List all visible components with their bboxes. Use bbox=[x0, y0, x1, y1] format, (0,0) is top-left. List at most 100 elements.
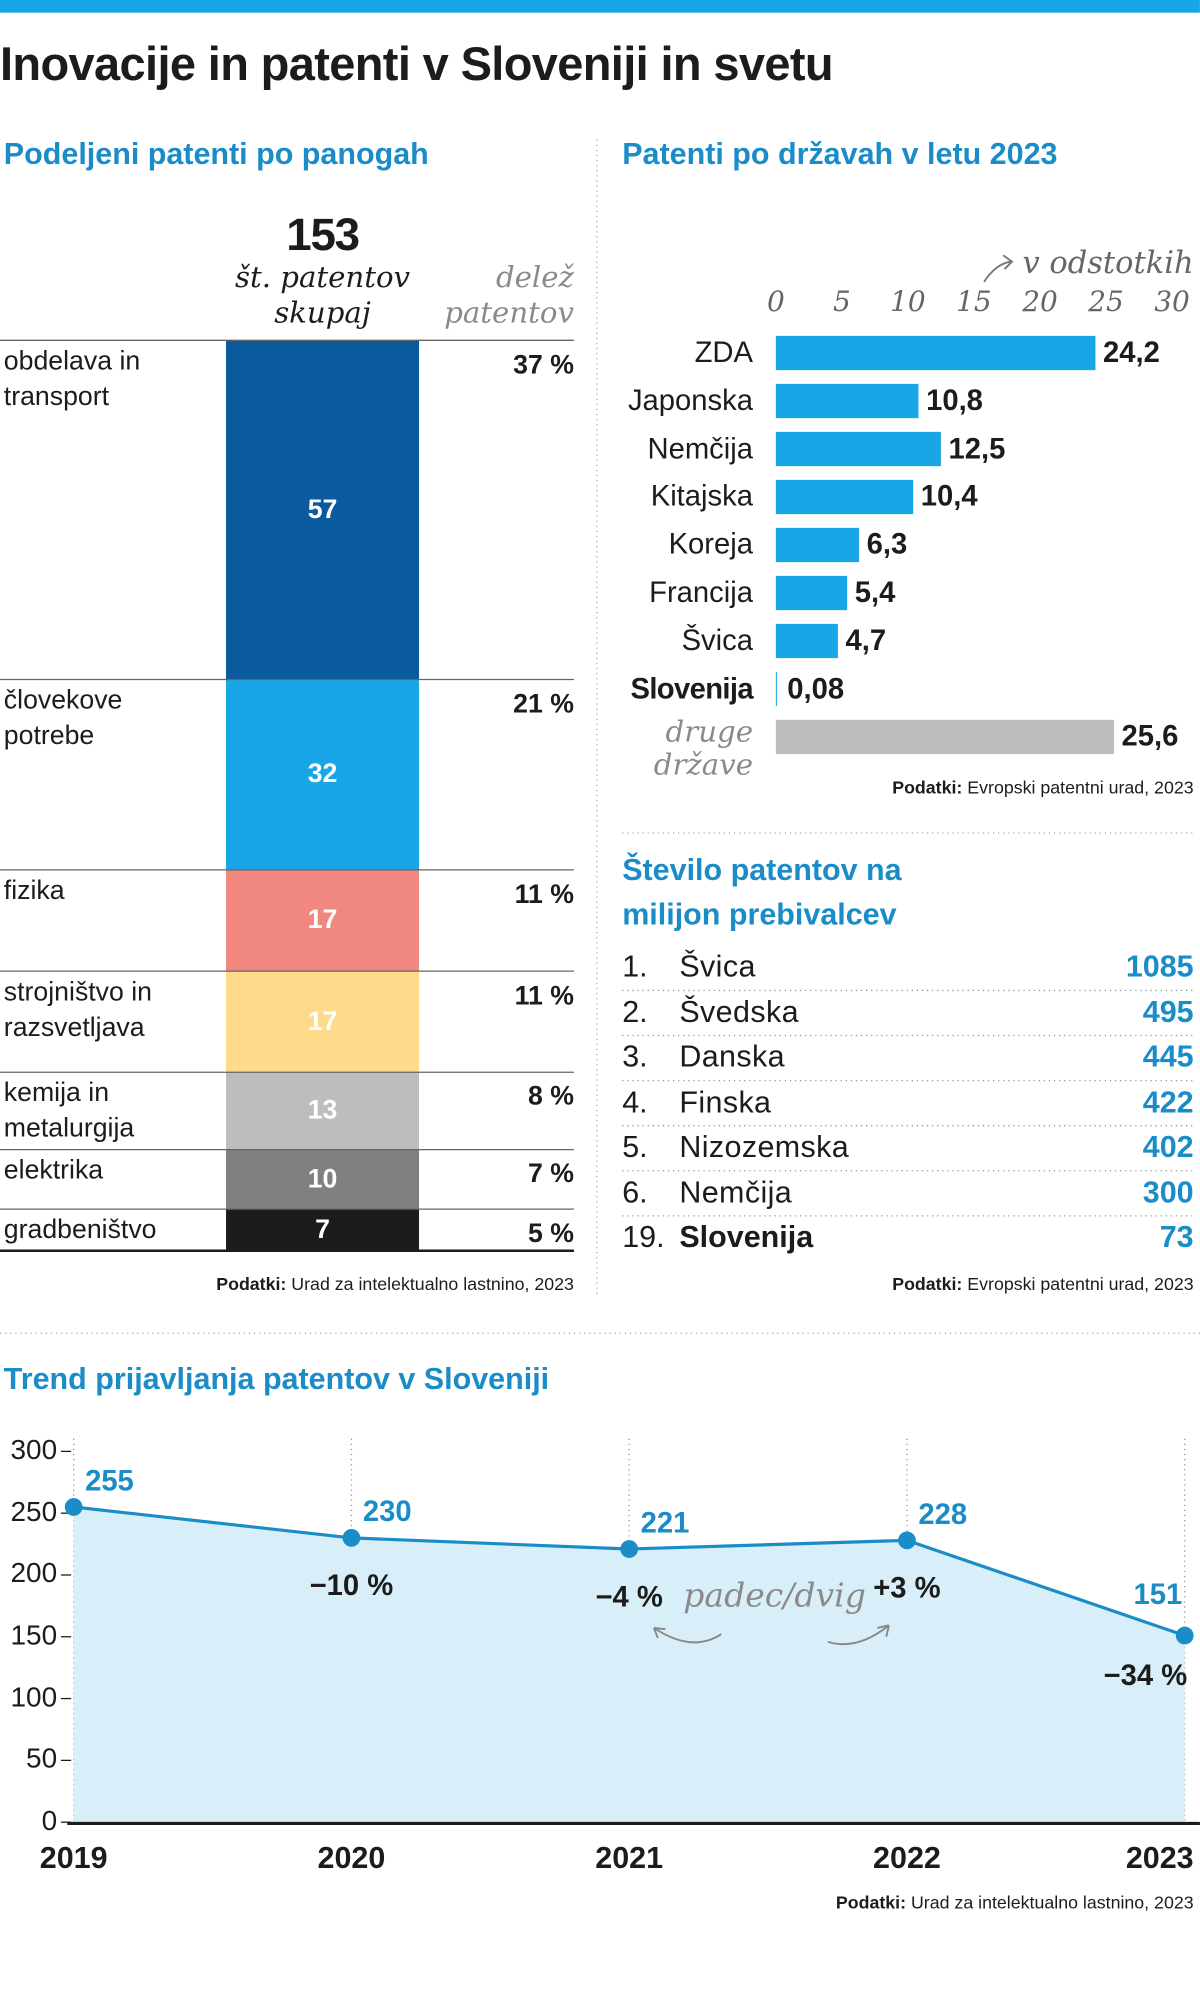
value-label: 10 bbox=[307, 1164, 338, 1194]
x-tick-label: 2022 bbox=[873, 1841, 941, 1876]
rank: 5. bbox=[622, 1130, 648, 1165]
x-tick-label: 2019 bbox=[39, 1841, 108, 1876]
table-value: 300 bbox=[1142, 1175, 1194, 1210]
point bbox=[64, 1498, 83, 1516]
share-label: 11 % bbox=[514, 981, 574, 1011]
category-label: človekove potrebe bbox=[3, 685, 123, 751]
country: Danska bbox=[679, 1039, 785, 1075]
bar-segment bbox=[226, 1209, 420, 1251]
change-label: −10 % bbox=[309, 1568, 394, 1602]
share-label: 11 % bbox=[514, 880, 574, 910]
rank: 6. bbox=[622, 1175, 648, 1210]
table-value: 1085 bbox=[1125, 949, 1194, 985]
country: Nizozemska bbox=[679, 1130, 850, 1165]
bar bbox=[775, 335, 1096, 371]
rank: 2. bbox=[622, 994, 648, 1030]
value-label: 24,2 bbox=[1103, 335, 1160, 369]
point bbox=[898, 1531, 916, 1550]
category-label: Slovenija bbox=[630, 671, 753, 705]
source-label: Podatki: bbox=[892, 777, 963, 798]
value-label: 255 bbox=[85, 1463, 134, 1497]
value-label: 221 bbox=[640, 1505, 690, 1539]
chart-title: Patenti po državah v letu 2023 bbox=[622, 137, 1058, 172]
x-tick-label: 30 bbox=[1154, 286, 1190, 319]
source: Podatki: Urad za intelektualno lastnino,… bbox=[216, 1274, 574, 1294]
point bbox=[342, 1529, 361, 1547]
value-label: 7 bbox=[315, 1214, 330, 1244]
x-tick-label: 15 bbox=[956, 286, 992, 319]
y-tick-label: 0 bbox=[41, 1804, 58, 1837]
x-tick-label: 2020 bbox=[317, 1841, 386, 1876]
chart-title: Podeljeni patenti po panogah bbox=[3, 137, 429, 172]
category-label: Koreja bbox=[668, 527, 753, 561]
value-label: 4,7 bbox=[845, 623, 887, 657]
total: 153 bbox=[286, 208, 360, 261]
value-label: 17 bbox=[307, 1006, 338, 1036]
bar-segment bbox=[226, 1072, 420, 1150]
source-text: Urad za intelektualno lastnino, 2023 bbox=[910, 1892, 1194, 1913]
share-label: 5 % bbox=[527, 1219, 574, 1249]
bar bbox=[775, 575, 848, 611]
share-label: 8 % bbox=[527, 1082, 574, 1112]
change-label: −4 % bbox=[595, 1579, 663, 1613]
country: Švedska bbox=[679, 994, 799, 1030]
top-band bbox=[0, 0, 1200, 13]
category-label: kemija in metalurgija bbox=[3, 1078, 135, 1144]
annotation: padec/dvig bbox=[683, 1577, 866, 1616]
rank: 19. bbox=[622, 1220, 665, 1255]
y-tick-label: 300 bbox=[10, 1433, 58, 1466]
value-label: 151 bbox=[1133, 1577, 1183, 1611]
bar-segment bbox=[226, 1149, 420, 1210]
y-tick-label: 200 bbox=[10, 1557, 58, 1589]
value-label: 230 bbox=[362, 1494, 412, 1528]
x-tick-label: 0 bbox=[766, 286, 785, 319]
source: Podatki: Evropski patentni urad, 2023 bbox=[892, 1274, 1193, 1294]
value-label: 10,8 bbox=[926, 383, 983, 417]
value-label: 6,3 bbox=[866, 527, 908, 561]
change-label: +3 % bbox=[873, 1570, 941, 1604]
value-label: 25,6 bbox=[1121, 719, 1179, 753]
category-label: elektrika bbox=[3, 1155, 104, 1186]
x-tick-label: 20 bbox=[1022, 286, 1058, 319]
category-label: ZDA bbox=[694, 335, 753, 369]
value-label: 5,4 bbox=[854, 575, 896, 609]
value-label: 10,4 bbox=[920, 479, 978, 513]
share-label: 7 % bbox=[527, 1159, 574, 1189]
category-label: gradbeništvo bbox=[3, 1215, 157, 1245]
table-value: 73 bbox=[1159, 1220, 1194, 1255]
value-label: 0,08 bbox=[787, 671, 845, 705]
change-label: −34 % bbox=[1103, 1658, 1188, 1692]
page-title: Inovacije in patenti v Sloveniji in svet… bbox=[0, 38, 834, 91]
x-tick-label: 25 bbox=[1088, 286, 1124, 319]
bar bbox=[775, 431, 941, 467]
rank: 3. bbox=[622, 1039, 648, 1075]
total-label: št. patentov skupaj bbox=[234, 261, 411, 331]
category-label: Japonska bbox=[627, 383, 753, 417]
axis-arrow bbox=[983, 254, 1014, 283]
source-label: Podatki: bbox=[892, 1273, 963, 1294]
value-label: 13 bbox=[307, 1095, 338, 1125]
bar-segment bbox=[226, 340, 420, 680]
axis-label: v odstotkih bbox=[1022, 245, 1194, 281]
y-tick-label: 50 bbox=[26, 1742, 58, 1775]
x-tick-label: 10 bbox=[890, 286, 926, 319]
source-label: Podatki: bbox=[216, 1273, 287, 1294]
value-label: 32 bbox=[307, 759, 338, 789]
source-text: Evropski patentni urad, 2023 bbox=[967, 777, 1194, 798]
y-tick-label: 150 bbox=[10, 1618, 58, 1651]
table-title: Število patentov na milijon prebivalcev bbox=[622, 853, 902, 933]
bar-segment bbox=[226, 971, 420, 1073]
x-tick-label: 2023 bbox=[1125, 1841, 1194, 1876]
annotation-arrow bbox=[827, 1624, 890, 1646]
country: Slovenija bbox=[679, 1220, 814, 1255]
x-tick-label: 5 bbox=[832, 286, 851, 319]
share-label: 21 % bbox=[513, 689, 574, 719]
table-value: 402 bbox=[1142, 1130, 1194, 1165]
source: Podatki: Evropski patentni urad, 2023 bbox=[892, 777, 1193, 797]
source-text: Evropski patentni urad, 2023 bbox=[967, 1273, 1194, 1294]
country: Nemčija bbox=[679, 1175, 793, 1210]
category-label: Kitajska bbox=[650, 479, 753, 513]
category-label: Francija bbox=[649, 575, 753, 609]
